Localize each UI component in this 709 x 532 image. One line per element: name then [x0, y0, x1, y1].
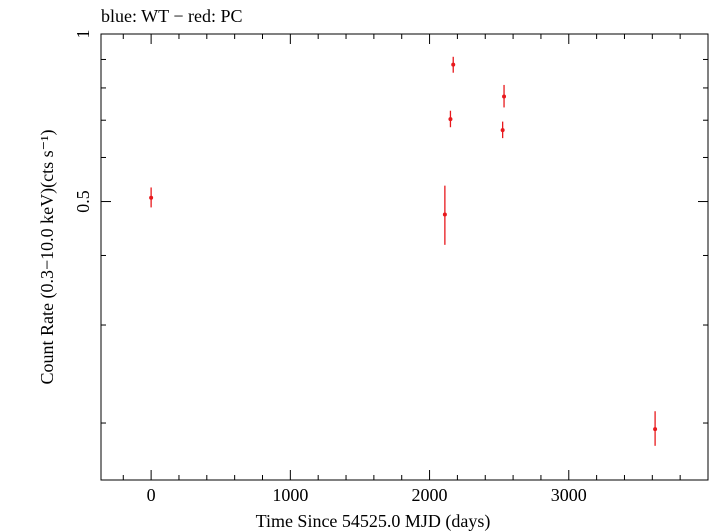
- data-point: [502, 94, 507, 99]
- data-point: [451, 62, 456, 67]
- y-axis-label: Count Rate (0.3−10.0 keV)(cts s⁻¹): [37, 129, 58, 384]
- data-point: [653, 427, 658, 432]
- y-tick-label: 0.5: [73, 190, 93, 213]
- x-axis-label: Time Since 54525.0 MJD (days): [256, 511, 491, 532]
- data-point: [149, 195, 154, 200]
- x-tick-label: 0: [147, 485, 156, 505]
- x-tick-label: 1000: [272, 485, 308, 505]
- x-tick-label: 2000: [412, 485, 448, 505]
- x-axis-ticks: 0 1000 2000 3000: [122, 34, 681, 505]
- data-points: [149, 56, 658, 446]
- data-point: [500, 128, 505, 133]
- y-tick-label: 1: [73, 30, 93, 39]
- chart-title: blue: WT − red: PC: [101, 6, 242, 26]
- plot-frame: [100, 33, 709, 481]
- data-point: [442, 212, 447, 217]
- x-tick-label: 3000: [551, 485, 587, 505]
- y-axis-ticks: 0.51: [73, 30, 708, 424]
- data-point: [448, 117, 453, 122]
